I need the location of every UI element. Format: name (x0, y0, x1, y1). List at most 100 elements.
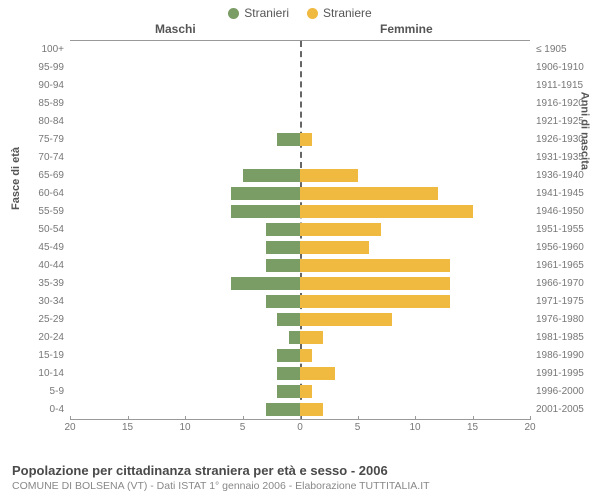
x-tick-label: 15 (122, 422, 133, 433)
birth-year-label: 1981-1985 (530, 329, 590, 347)
pyramid-row: 35-391966-1970 (70, 275, 530, 293)
bar-male (266, 403, 301, 416)
pyramid-row: 90-941911-1915 (70, 77, 530, 95)
bar-female (300, 295, 450, 308)
birth-year-label: 1991-1995 (530, 365, 590, 383)
birth-year-label: 1966-1970 (530, 275, 590, 293)
pyramid-row: 50-541951-1955 (70, 221, 530, 239)
birth-year-label: 1961-1965 (530, 257, 590, 275)
age-label: 95-99 (10, 59, 70, 77)
age-label: 5-9 (10, 383, 70, 401)
bar-male (266, 259, 301, 272)
bar-male (231, 205, 300, 218)
age-label: 75-79 (10, 131, 70, 149)
age-label: 0-4 (10, 401, 70, 419)
pyramid-row: 100+≤ 1905 (70, 41, 530, 59)
legend-label-female: Straniere (323, 6, 372, 20)
x-axis: 201510505101520 (70, 419, 530, 420)
age-label: 30-34 (10, 293, 70, 311)
birth-year-label: 1951-1955 (530, 221, 590, 239)
pyramid-chart: Stranieri Straniere Maschi Femmine Fasce… (0, 0, 600, 500)
bar-female (300, 259, 450, 272)
plot-area: 201510505101520 100+≤ 190595-991906-1910… (70, 40, 530, 420)
column-headers: Maschi Femmine (0, 22, 600, 38)
birth-year-label: 1926-1930 (530, 131, 590, 149)
age-label: 65-69 (10, 167, 70, 185)
bar-male (277, 133, 300, 146)
bar-male (277, 385, 300, 398)
age-label: 15-19 (10, 347, 70, 365)
legend-swatch-female (307, 8, 318, 19)
bar-male (277, 367, 300, 380)
pyramid-row: 30-341971-1975 (70, 293, 530, 311)
x-tick-label: 20 (64, 422, 75, 433)
birth-year-label: 1921-1925 (530, 113, 590, 131)
bar-male (231, 277, 300, 290)
birth-year-label: 1971-1975 (530, 293, 590, 311)
legend-swatch-male (228, 8, 239, 19)
legend-item-female: Straniere (307, 6, 372, 20)
header-male: Maschi (155, 22, 196, 36)
pyramid-row: 15-191986-1990 (70, 347, 530, 365)
pyramid-row: 95-991906-1910 (70, 59, 530, 77)
bar-female (300, 205, 473, 218)
pyramid-row: 45-491956-1960 (70, 239, 530, 257)
pyramid-row: 55-591946-1950 (70, 203, 530, 221)
bar-male (289, 331, 301, 344)
age-label: 70-74 (10, 149, 70, 167)
chart-subtitle: COMUNE DI BOLSENA (VT) - Dati ISTAT 1° g… (12, 480, 430, 492)
header-female: Femmine (380, 22, 433, 36)
age-label: 90-94 (10, 77, 70, 95)
age-label: 25-29 (10, 311, 70, 329)
birth-year-label: 1931-1935 (530, 149, 590, 167)
age-label: 80-84 (10, 113, 70, 131)
bar-male (266, 241, 301, 254)
bar-female (300, 223, 381, 236)
bar-female (300, 241, 369, 254)
bar-female (300, 133, 312, 146)
birth-year-label: 1976-1980 (530, 311, 590, 329)
bar-female (300, 313, 392, 326)
bar-male (266, 295, 301, 308)
pyramid-row: 70-741931-1935 (70, 149, 530, 167)
age-label: 55-59 (10, 203, 70, 221)
birth-year-label: ≤ 1905 (530, 41, 590, 59)
bar-female (300, 331, 323, 344)
x-tick-label: 15 (467, 422, 478, 433)
birth-year-label: 1936-1940 (530, 167, 590, 185)
birth-year-label: 1911-1915 (530, 77, 590, 95)
age-label: 60-64 (10, 185, 70, 203)
bar-female (300, 349, 312, 362)
bar-male (231, 187, 300, 200)
bar-male (277, 313, 300, 326)
bar-female (300, 367, 335, 380)
bar-female (300, 169, 358, 182)
chart-footer: Popolazione per cittadinanza straniera p… (12, 463, 430, 492)
legend-label-male: Stranieri (244, 6, 289, 20)
age-label: 50-54 (10, 221, 70, 239)
x-tick-label: 5 (240, 422, 246, 433)
bar-female (300, 403, 323, 416)
pyramid-row: 40-441961-1965 (70, 257, 530, 275)
bar-female (300, 277, 450, 290)
birth-year-label: 1916-1920 (530, 95, 590, 113)
pyramid-row: 10-141991-1995 (70, 365, 530, 383)
age-label: 40-44 (10, 257, 70, 275)
birth-year-label: 1956-1960 (530, 239, 590, 257)
legend: Stranieri Straniere (0, 0, 600, 22)
birth-year-label: 2001-2005 (530, 401, 590, 419)
age-label: 10-14 (10, 365, 70, 383)
birth-year-label: 1906-1910 (530, 59, 590, 77)
pyramid-row: 60-641941-1945 (70, 185, 530, 203)
pyramid-row: 80-841921-1925 (70, 113, 530, 131)
bar-female (300, 385, 312, 398)
x-tick-label: 20 (524, 422, 535, 433)
bar-male (243, 169, 301, 182)
pyramid-row: 65-691936-1940 (70, 167, 530, 185)
age-label: 45-49 (10, 239, 70, 257)
bar-male (266, 223, 301, 236)
bar-female (300, 187, 438, 200)
age-label: 100+ (10, 41, 70, 59)
x-tick-label: 10 (179, 422, 190, 433)
birth-year-label: 1986-1990 (530, 347, 590, 365)
